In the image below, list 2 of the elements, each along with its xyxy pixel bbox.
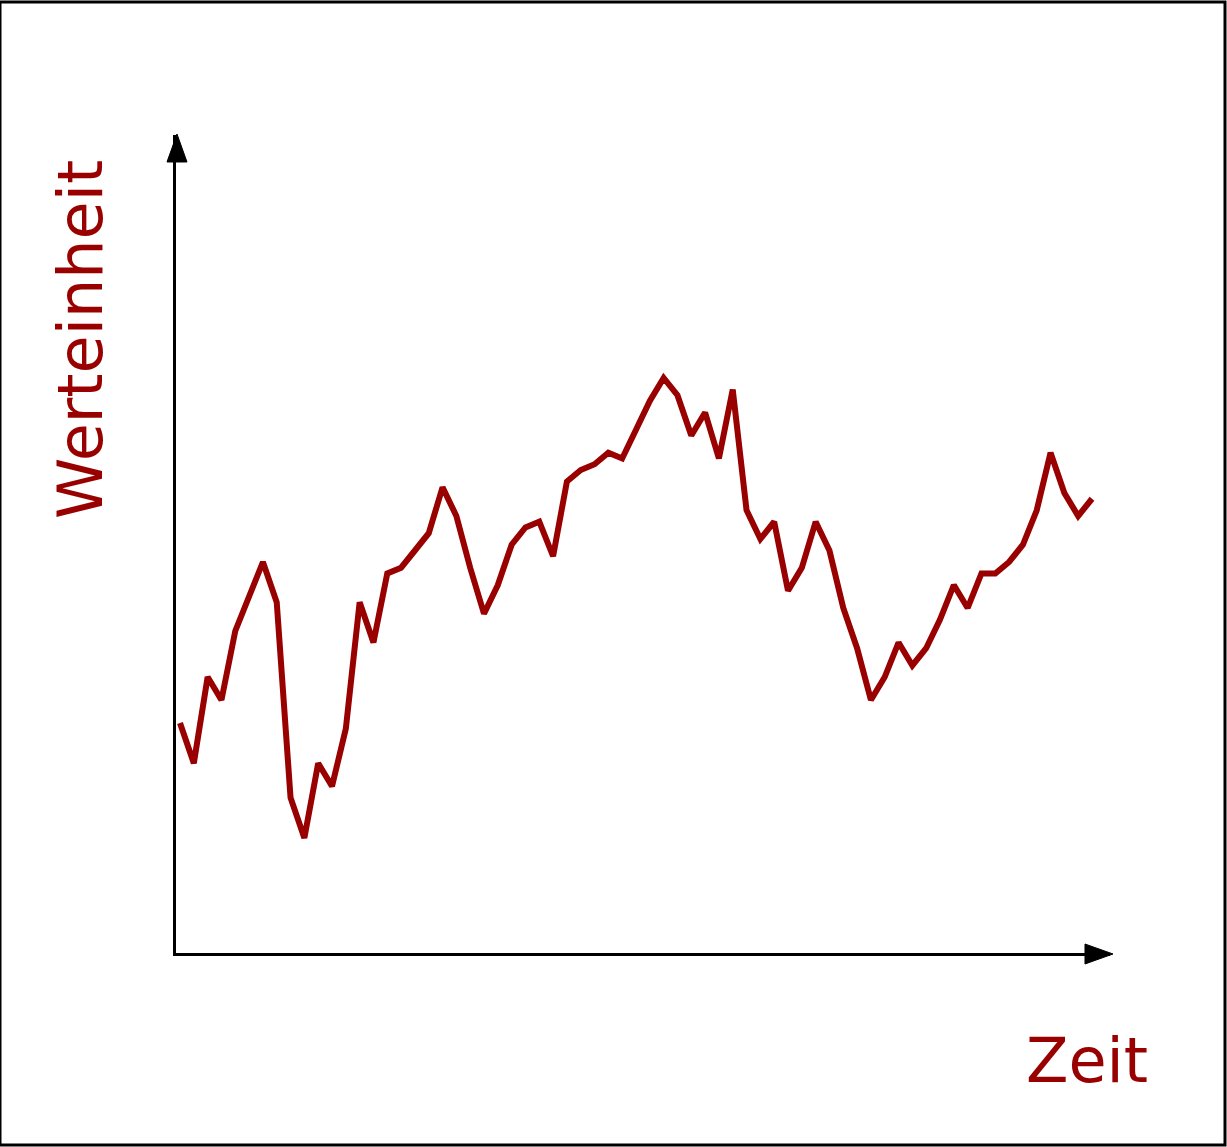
y-axis-title: Werteinheit [44, 159, 117, 519]
x-axis-title: Zeit [1026, 1024, 1149, 1097]
